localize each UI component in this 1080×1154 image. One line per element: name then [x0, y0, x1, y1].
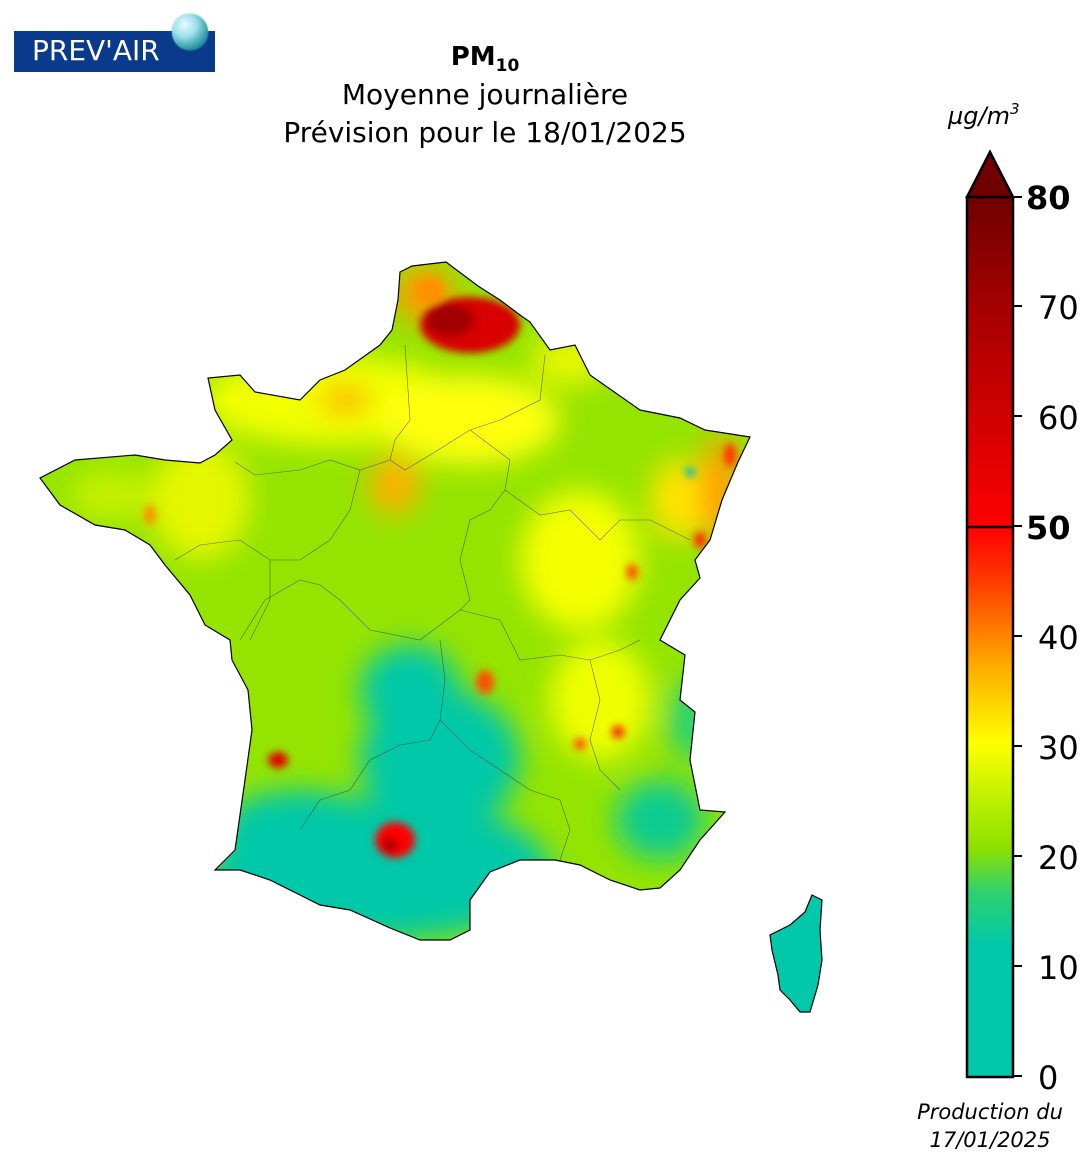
- tick-label-10: 10: [1038, 949, 1079, 987]
- tick-label-40: 40: [1038, 619, 1079, 657]
- production-label: Production du: [917, 1100, 1063, 1124]
- corsica-field: [770, 895, 822, 1012]
- unit-superscript: 3: [1009, 100, 1020, 118]
- tick-label-0: 0: [1038, 1059, 1059, 1097]
- colorbar-ticks: [1013, 196, 1022, 1077]
- colorbar: [964, 149, 1022, 1079]
- unit-text: µg/m: [948, 102, 1010, 130]
- chart-subtitle: Moyenne journalière: [341, 78, 629, 111]
- chart-title: PM10: [180, 38, 790, 85]
- colorbar-fill: [965, 195, 1015, 1079]
- logo-text: PREV'AIR: [32, 34, 160, 67]
- corsica-outline: [769, 894, 823, 1013]
- forecast-date: Prévision pour le 18/01/2025: [283, 116, 687, 149]
- production-date: Production du 17/01/2025: [890, 1098, 1080, 1154]
- colorbar-unit: µg/m3: [948, 100, 1020, 130]
- france-field: [40, 262, 750, 940]
- globe-icon: [172, 14, 208, 50]
- tick-label-20: 20: [1038, 839, 1079, 877]
- colorbar-extend-arrow: [964, 149, 1016, 199]
- tick-label-70: 70: [1038, 289, 1079, 327]
- pollutant-subscript: 10: [495, 56, 520, 76]
- tick-label-50: 50: [1026, 509, 1071, 547]
- tick-label-30: 30: [1038, 729, 1079, 767]
- tick-label-80: 80: [1026, 179, 1071, 217]
- prevair-logo: PREV'AIR: [14, 14, 215, 72]
- region-boundaries: [174, 344, 691, 861]
- production-value: 17/01/2025: [929, 1128, 1051, 1152]
- tick-label-60: 60: [1038, 399, 1079, 437]
- pollutant-name: PM: [450, 42, 496, 72]
- france-outline: [39, 261, 751, 941]
